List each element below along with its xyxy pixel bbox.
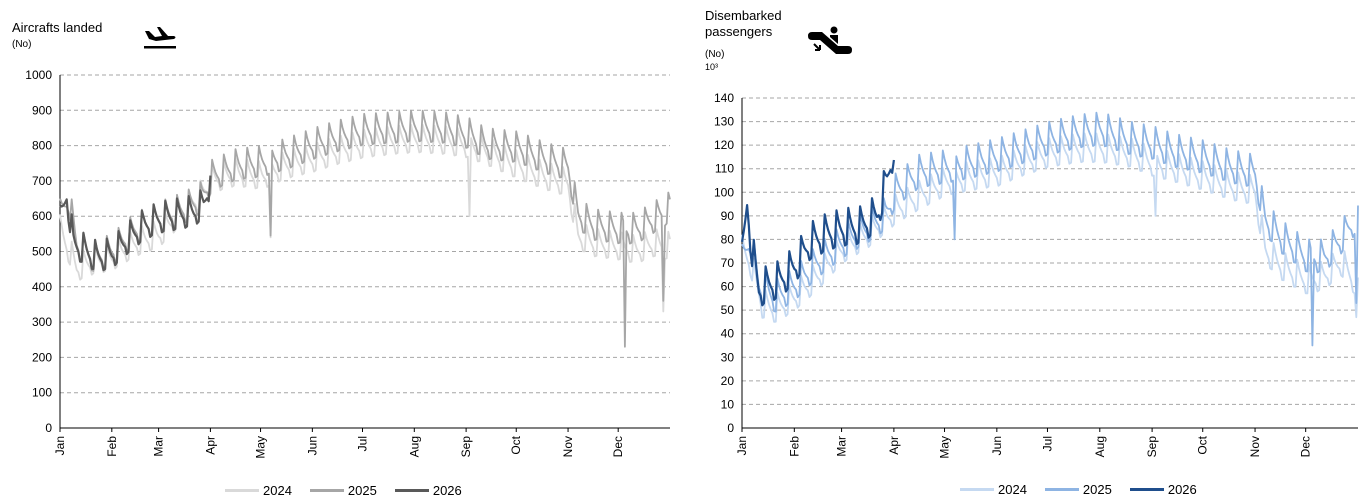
- y-tick-label: 600: [32, 209, 52, 223]
- series-line-2024: [741, 132, 1359, 323]
- chart-title: Disembarked passengers: [705, 8, 782, 40]
- x-tick-label: Aug: [1093, 436, 1107, 457]
- x-tick-label: Jun: [990, 436, 1004, 455]
- x-tick-label: Nov: [561, 436, 575, 457]
- x-tick-label: Jul: [355, 436, 369, 451]
- x-tick-label: Aug: [407, 436, 421, 457]
- x-tick-label: Feb: [787, 436, 801, 457]
- y-tick-label: 900: [32, 103, 52, 117]
- legend-item-2024: 2024: [960, 482, 1027, 497]
- x-tick-label: Oct: [509, 435, 523, 454]
- y-unit-label: (No): [12, 39, 32, 50]
- legend-item-2026: 2026: [1129, 482, 1197, 497]
- x-tick-label: Jan: [735, 436, 749, 455]
- legend-item-2025: 2025: [309, 483, 377, 498]
- airplane-landing-icon: [140, 22, 180, 50]
- x-tick-label: Jul: [1040, 436, 1054, 451]
- x-tick-label: Mar: [835, 436, 849, 457]
- legend-label: 2026: [432, 483, 462, 498]
- x-tick-label: Feb: [105, 436, 119, 457]
- chart-title: Aircrafts landed: [12, 20, 102, 36]
- legend-label: 2024: [263, 483, 292, 498]
- series-line-2026: [740, 159, 895, 307]
- x-tick-label: Oct: [1196, 435, 1210, 454]
- y-tick-label: 50: [721, 303, 735, 317]
- y-tick-label: 140: [714, 91, 734, 105]
- plot-area: 0 10 20 30 40 50 60 70 80 90 100 110 120 130 140 Jan Feb…: [714, 91, 1359, 459]
- series-line-2026: [59, 175, 212, 272]
- x-tick-label: Sep: [459, 436, 473, 458]
- y-tick-label: 0: [727, 421, 734, 435]
- chart-title-line: passengers: [705, 24, 773, 39]
- y-tick-label: 700: [32, 174, 52, 188]
- plot-area: 0 100 200 300 400 500 600 700 800 900 1000 Jan Feb Ma…: [25, 68, 671, 459]
- x-tick-label: Sep: [1145, 436, 1159, 458]
- legend: 2024 2025 2026: [225, 483, 480, 498]
- legend-item-2024: 2024: [225, 483, 292, 498]
- series-line-2025: [741, 111, 1359, 347]
- x-tick-label: Dec: [1299, 436, 1313, 457]
- legend-item-2025: 2025: [1044, 482, 1112, 497]
- y-tick-label: 300: [32, 315, 52, 329]
- x-tick-label: Mar: [152, 436, 166, 457]
- legend-label: 2024: [998, 482, 1027, 497]
- y-tick-label: 1000: [25, 68, 52, 82]
- x-tick-label: Dec: [611, 436, 625, 457]
- y-tick-label: 110: [715, 162, 734, 176]
- legend-label: 2025: [347, 483, 377, 498]
- legend-label: 2026: [1167, 482, 1197, 497]
- x-tick-label: Apr: [203, 436, 217, 455]
- y-tick-label: 200: [32, 350, 52, 364]
- y-tick-label: 100: [714, 185, 734, 199]
- y-unit-label: (No): [705, 49, 725, 60]
- y-tick-label: 70: [721, 256, 735, 270]
- x-tick-label: May: [938, 436, 952, 459]
- y-tick-label: 800: [32, 139, 52, 153]
- x-tick-label: May: [254, 436, 268, 459]
- aircrafts-landed-chart: Aircrafts landed (No) 0 100 200 300 400 500 60…: [12, 20, 671, 498]
- y-tick-label: 0: [45, 421, 52, 435]
- legend-label: 2025: [1082, 482, 1112, 497]
- chart-title-line: Aircrafts landed: [12, 20, 103, 35]
- chart-title-line: Disembarked: [705, 8, 782, 23]
- y-tick-label: 100: [32, 386, 52, 400]
- y-exponent-label: 10³: [705, 62, 719, 72]
- y-tick-label: 60: [721, 280, 735, 294]
- disembarked-passengers-chart: Disembarked passengers (No) 10³ 0 10 20 30 4…: [680, 0, 1360, 499]
- escalator-passenger-icon: [808, 24, 854, 56]
- x-tick-label: Apr: [887, 436, 901, 455]
- y-tick-label: 120: [714, 138, 734, 152]
- y-tick-label: 20: [721, 374, 735, 388]
- y-tick-label: 400: [32, 280, 52, 294]
- x-tick-label: Jun: [305, 436, 319, 455]
- legend-item-2026: 2026: [394, 483, 462, 498]
- y-tick-label: 40: [721, 327, 735, 341]
- y-tick-label: 30: [721, 350, 735, 364]
- series-line-2024: [59, 123, 671, 313]
- x-tick-label: Nov: [1248, 436, 1262, 457]
- y-tick-label: 500: [32, 245, 52, 259]
- legend: 2024 2025 2026: [960, 482, 1215, 497]
- y-tick-label: 80: [721, 232, 735, 246]
- y-tick-label: 130: [714, 115, 734, 129]
- x-tick-label: Jan: [53, 436, 67, 455]
- y-tick-label: 10: [721, 397, 735, 411]
- y-tick-label: 90: [721, 209, 735, 223]
